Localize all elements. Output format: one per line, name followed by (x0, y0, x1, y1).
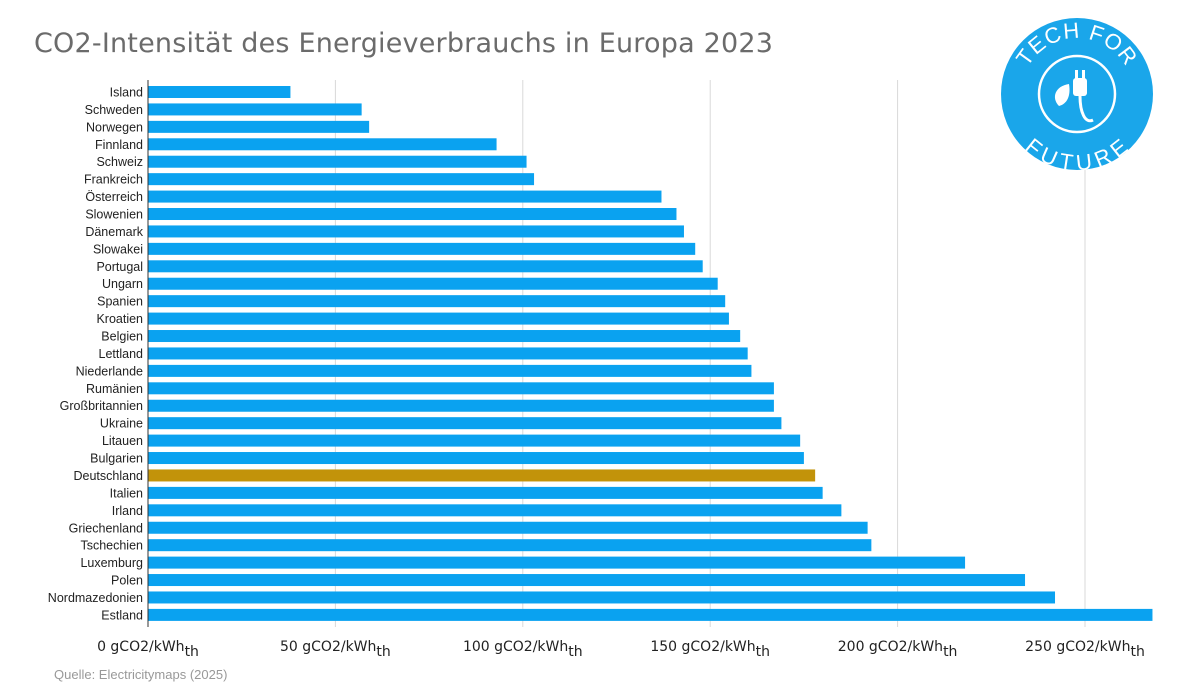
category-label: Nordmazedonien (48, 591, 143, 605)
bar-13 (148, 312, 729, 325)
category-label: Rumänien (86, 382, 143, 396)
bar-20 (148, 434, 801, 447)
bar-10 (148, 260, 703, 273)
category-label: Estland (101, 608, 143, 622)
bar-9 (148, 242, 696, 255)
bar-29 (148, 591, 1056, 604)
x-tick-label: 0 gCO2/kWhth (97, 639, 199, 660)
bar-3 (148, 138, 497, 151)
bar-26 (148, 539, 872, 552)
x-tick-label: 100 gCO2/kWhth (463, 639, 583, 660)
category-label: Niederlande (76, 364, 143, 378)
bar-22 (148, 469, 816, 482)
bar-4 (148, 155, 527, 168)
x-tick-label: 250 gCO2/kWhth (1025, 639, 1145, 660)
category-label: Belgien (101, 330, 143, 344)
bar-23 (148, 486, 823, 499)
logo-inner-ring (1037, 54, 1117, 134)
bar-21 (148, 452, 804, 465)
category-label: Slowenien (85, 208, 143, 222)
bar-0 (148, 86, 291, 98)
category-label: Österreich (85, 190, 143, 204)
x-tick-label: 50 gCO2/kWhth (280, 639, 391, 660)
category-label: Großbritannien (60, 399, 143, 413)
category-label: Italien (110, 486, 143, 500)
bar-24 (148, 504, 842, 517)
bar-5 (148, 173, 535, 186)
bar-8 (148, 225, 684, 238)
bar-2 (148, 120, 370, 133)
source-note: Quelle: Electricitymaps (2025) (54, 667, 228, 682)
category-label: Ukraine (100, 417, 143, 431)
category-label: Dänemark (85, 225, 143, 239)
category-label: Lettland (99, 347, 144, 361)
category-label: Deutschland (74, 469, 144, 483)
category-label: Luxemburg (80, 556, 143, 570)
category-label: Frankreich (84, 173, 143, 187)
category-label: Bulgarien (90, 452, 143, 466)
plug-leaf-icon (1054, 70, 1094, 123)
category-label: Slowakei (93, 242, 143, 256)
category-label: Schweiz (96, 155, 143, 169)
bar-12 (148, 295, 726, 308)
bar-16 (148, 364, 752, 377)
bar-1 (148, 103, 362, 116)
bar-30 (148, 608, 1153, 621)
category-label: Tschechien (80, 539, 143, 553)
bar-17 (148, 382, 774, 395)
tech-for-future-logo: TECH FOR FUTURE (1001, 18, 1153, 172)
category-label: Spanien (97, 295, 143, 309)
x-tick-label: 150 gCO2/kWhth (650, 639, 770, 660)
bar-15 (148, 347, 748, 360)
bar-6 (148, 190, 662, 203)
category-label: Irland (112, 504, 143, 518)
bar-27 (148, 556, 966, 569)
bar-7 (148, 208, 677, 221)
category-label: Ungarn (102, 277, 143, 291)
category-label: Litauen (102, 434, 143, 448)
category-label: Kroatien (96, 312, 143, 326)
bar-18 (148, 399, 774, 412)
category-label: Schweden (85, 103, 143, 117)
category-label: Polen (111, 574, 143, 588)
category-label: Island (110, 86, 143, 100)
bar-25 (148, 521, 868, 534)
bar-19 (148, 417, 782, 430)
x-tick-label: 200 gCO2/kWhth (838, 639, 958, 660)
category-label: Griechenland (69, 521, 143, 535)
bars (148, 86, 1153, 621)
category-label: Finnland (95, 138, 143, 152)
category-labels: Island Schweden Norwegen Finnland Schweiz Fra… (48, 86, 144, 623)
bar-14 (148, 330, 741, 343)
chart-title: CO2-Intensität des Energieverbrauchs in … (34, 28, 774, 59)
category-label: Norwegen (86, 120, 143, 134)
category-label: Portugal (96, 260, 143, 274)
bar-28 (148, 574, 1026, 587)
bar-11 (148, 277, 718, 290)
x-tick-labels: 0 gCO2/kWhth 50 gCO2/kWhth 100 gCO2/kWhth 1… (97, 639, 1145, 660)
